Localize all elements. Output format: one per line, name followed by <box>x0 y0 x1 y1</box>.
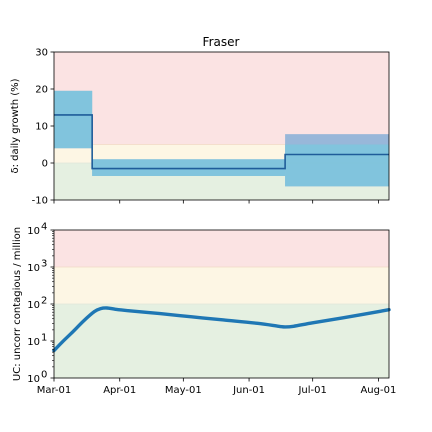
growth-step-line <box>54 114 389 170</box>
contagious-y-tick-label: 10 <box>27 226 40 237</box>
growth-band-inner-2 <box>285 144 389 187</box>
contagious-y-tick-label: 10 <box>27 263 40 274</box>
growth-band-inner-0 <box>54 90 93 149</box>
growth-zone-red <box>54 52 389 145</box>
x-tick-label: Jul-01 <box>297 385 326 396</box>
contagious-y-tick-exponent: 2 <box>41 296 47 307</box>
growth-y-tick-label: 0 <box>42 159 48 170</box>
growth-panel: Fraser -10 0 10 20 30 δ: daily growth (%) <box>10 35 390 207</box>
contagious-y-axis-label: UC: uncorr contagious / million <box>12 227 23 381</box>
x-tick-label: Apr-01 <box>103 385 136 396</box>
contagious-y-tick-exponent: 1 <box>41 333 47 344</box>
contagious-y-tick-exponent: 4 <box>41 222 47 233</box>
contagious-y-tick-label: 10 <box>27 337 40 348</box>
chart-title: Fraser <box>203 35 240 49</box>
contagious-zone-yellow <box>54 267 389 304</box>
x-tick-label: May-01 <box>165 385 202 396</box>
contagious-y-tick-label: 10 <box>27 374 40 385</box>
growth-y-axis-label: δ: daily growth (%) <box>10 78 21 173</box>
growth-y-tick-label: 30 <box>35 48 48 59</box>
growth-y-tick-label: 10 <box>35 122 48 133</box>
growth-y-tick-label: 20 <box>35 85 48 96</box>
x-tick-label: Aug-01 <box>360 385 396 396</box>
contagious-y-tick-label: 10 <box>27 300 40 311</box>
growth-y-tick-label: -10 <box>32 196 48 207</box>
contagious-zone-red <box>54 230 389 267</box>
contagious-y-tick-exponent: 3 <box>41 259 47 270</box>
growth-band-inner-1 <box>92 159 286 176</box>
x-tick-label: Mar-01 <box>37 385 72 396</box>
x-tick-label: Jun-01 <box>232 385 265 396</box>
contagious-y-tick-exponent: 0 <box>41 370 47 381</box>
contagious-zone-green <box>54 304 389 378</box>
contagious-series-line <box>52 306 391 353</box>
